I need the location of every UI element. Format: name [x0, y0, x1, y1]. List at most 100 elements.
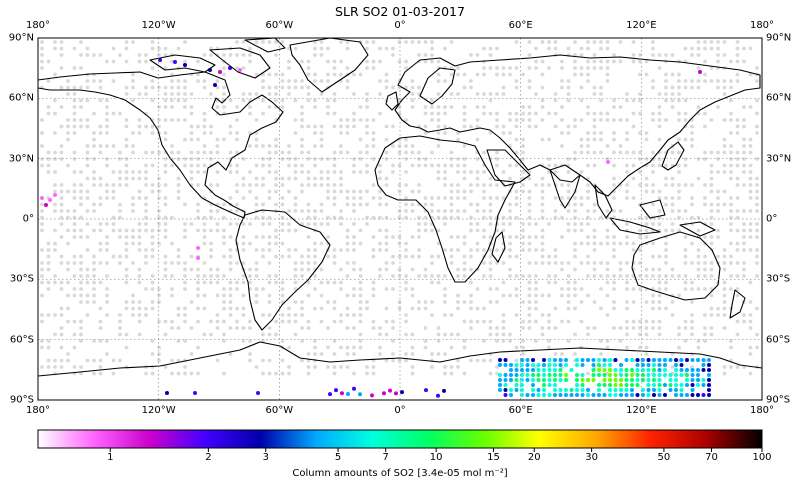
grid-dot	[722, 202, 727, 207]
grid-dot	[365, 189, 369, 194]
grid-dot	[378, 189, 382, 194]
grid-dot	[449, 92, 454, 96]
grid-dot	[313, 222, 317, 226]
grid-dot	[696, 40, 701, 44]
grid-dot	[709, 241, 714, 246]
grid-dot	[150, 280, 155, 285]
grid-dot	[280, 183, 285, 187]
grid-dot	[716, 150, 720, 155]
grid-dot	[358, 345, 363, 350]
grid-dot	[443, 183, 447, 187]
grid-dot	[287, 150, 291, 155]
grid-dot	[267, 274, 272, 278]
grid-dot	[371, 326, 376, 330]
grid-dot	[527, 287, 532, 291]
grid-dot	[683, 85, 688, 90]
grid-dot	[553, 163, 558, 168]
grid-dot	[254, 163, 259, 168]
grid-dot	[215, 280, 220, 285]
grid-dot	[202, 53, 207, 57]
so2-dot	[646, 393, 651, 397]
grid-dot	[449, 371, 454, 376]
so2-dot	[619, 368, 623, 372]
grid-dot	[365, 371, 369, 376]
so2-dot	[564, 393, 568, 397]
grid-dot	[716, 53, 720, 57]
grid-dot	[417, 274, 421, 278]
grid-dot	[254, 202, 259, 207]
grid-dot	[716, 209, 720, 213]
grid-dot	[683, 235, 688, 239]
grid-dot	[436, 241, 441, 246]
grid-dot	[326, 176, 330, 181]
so2-dot	[663, 393, 667, 397]
grid-dot	[150, 287, 155, 291]
grid-dot	[625, 274, 629, 278]
grid-dot	[638, 215, 642, 220]
grid-dot	[352, 267, 356, 272]
grid-dot	[748, 105, 753, 109]
grid-dot	[423, 59, 428, 64]
so2-dot	[580, 378, 585, 382]
grid-dot	[176, 371, 181, 376]
grid-dot	[709, 150, 714, 155]
grid-dot	[397, 144, 402, 148]
grid-dot	[118, 176, 122, 181]
grid-dot	[300, 137, 304, 142]
grid-dot	[430, 46, 434, 51]
grid-dot	[105, 189, 109, 194]
grid-dot	[261, 358, 265, 363]
grid-dot	[748, 137, 753, 142]
grid-dot	[677, 326, 681, 330]
grid-dot	[326, 79, 330, 83]
grid-dot	[59, 280, 64, 285]
grid-dot	[293, 79, 298, 83]
grid-dot	[462, 241, 467, 246]
grid-dot	[397, 189, 402, 194]
grid-dot	[98, 248, 103, 252]
grid-dot	[339, 189, 343, 194]
grid-dot	[85, 313, 90, 317]
grid-dot	[202, 131, 207, 135]
grid-dot	[111, 189, 116, 194]
grid-dot	[306, 72, 311, 77]
grid-dot	[40, 365, 44, 369]
grid-dot	[345, 196, 350, 200]
grid-dot	[475, 170, 480, 174]
grid-dot	[66, 267, 70, 272]
grid-dot	[722, 287, 727, 291]
grid-dot	[72, 274, 77, 278]
grid-dot	[235, 137, 239, 142]
grid-dot	[638, 183, 642, 187]
grid-dot	[170, 326, 174, 330]
grid-dot	[345, 274, 350, 278]
grid-dot	[53, 46, 57, 51]
grid-dot	[280, 287, 285, 291]
grid-dot	[397, 105, 402, 109]
grid-dot	[313, 131, 317, 135]
grid-dot	[670, 53, 675, 57]
grid-dot	[742, 228, 746, 233]
so2-dot	[608, 393, 612, 397]
grid-dot	[261, 111, 265, 116]
colorbar-tick-label: 30	[585, 452, 598, 463]
lon-label-top: 180°	[749, 20, 775, 31]
grid-dot	[404, 202, 408, 207]
grid-dot	[339, 345, 343, 350]
grid-dot	[59, 40, 64, 44]
grid-dot	[462, 319, 467, 324]
grid-dot	[540, 202, 545, 207]
grid-dot	[157, 358, 161, 363]
grid-dot	[599, 131, 603, 135]
grid-dot	[118, 157, 122, 161]
grid-dot	[98, 358, 103, 363]
grid-dot	[53, 280, 57, 285]
grid-dot	[391, 144, 395, 148]
grid-dot	[651, 274, 655, 278]
grid-dot	[287, 345, 291, 350]
grid-dot	[397, 150, 402, 155]
grid-dot	[625, 332, 629, 337]
grid-dot	[131, 306, 135, 311]
grid-dot	[443, 79, 447, 83]
coast-japan	[661, 141, 685, 171]
